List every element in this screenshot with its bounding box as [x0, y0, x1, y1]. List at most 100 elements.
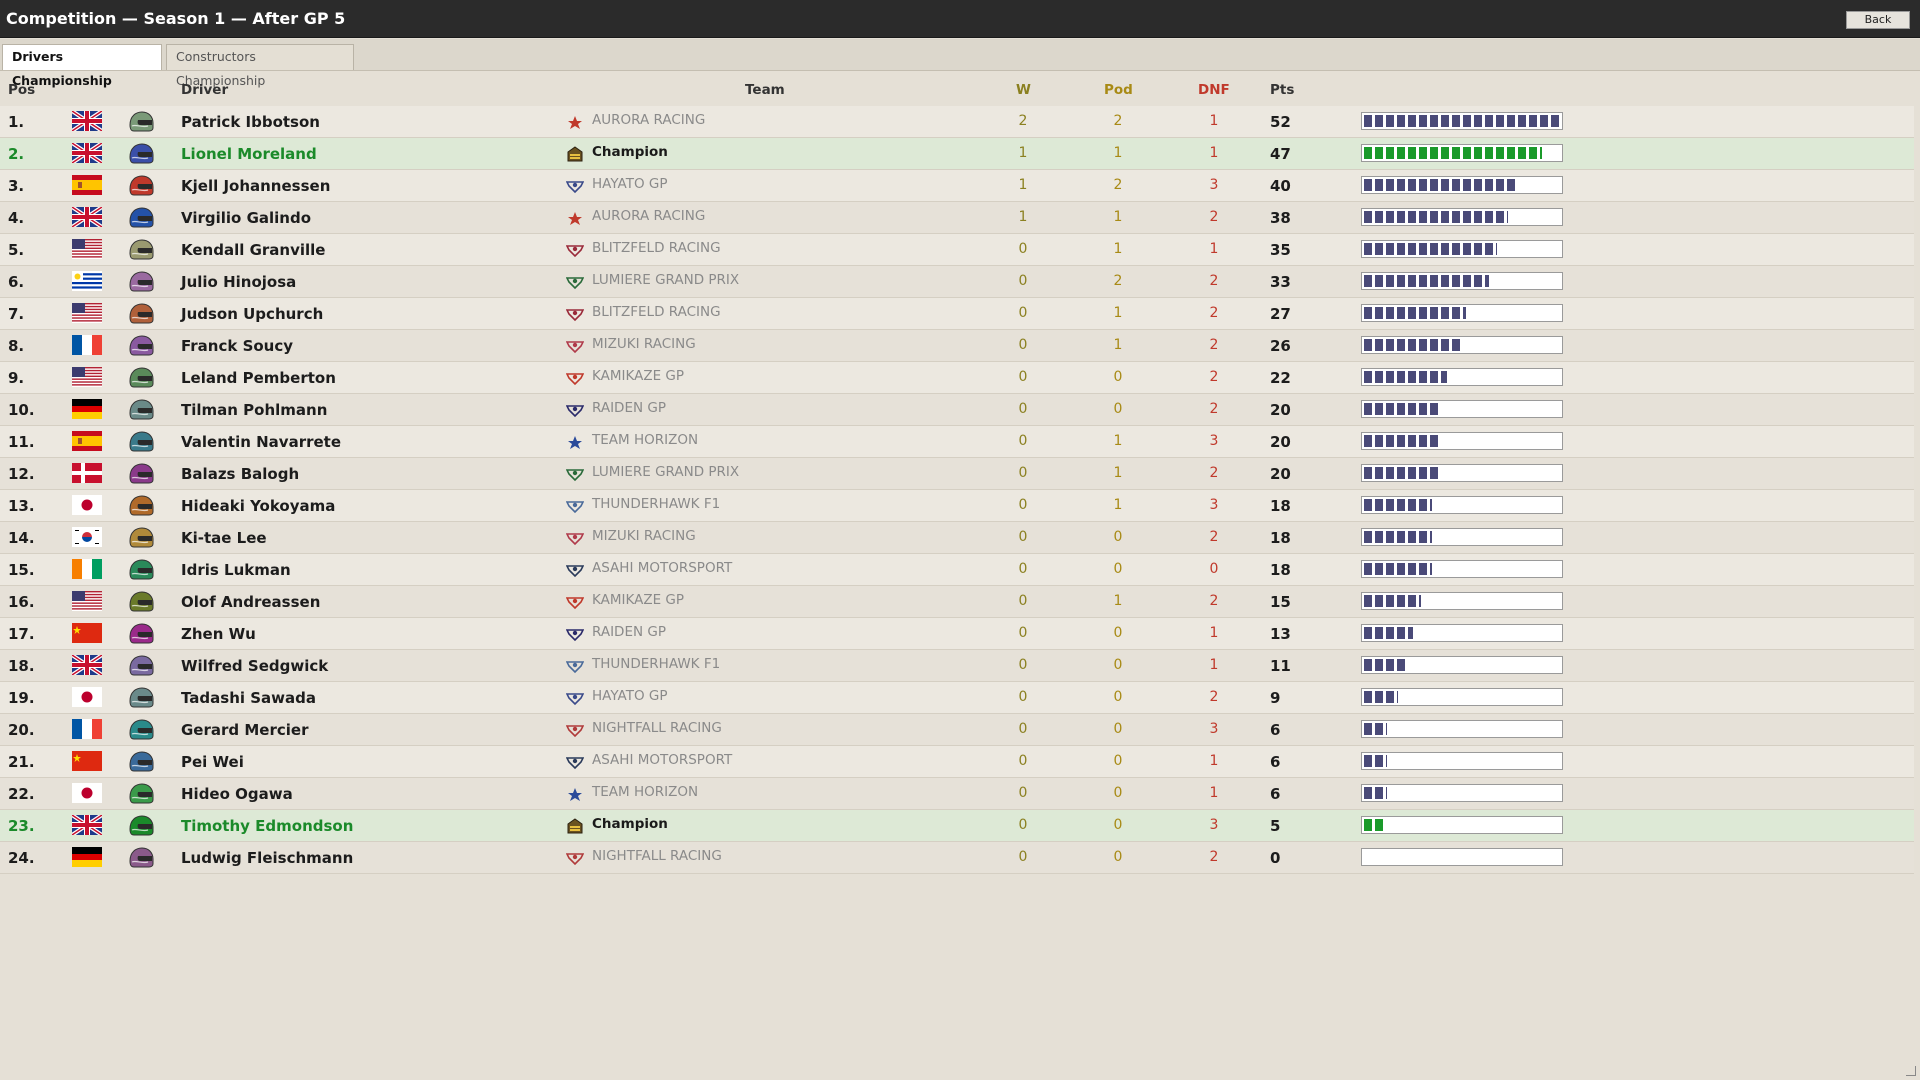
table-row[interactable]: 6. Julio Hinojosa LUMIERE GRAND PRIX 0 2…: [0, 266, 1914, 298]
table-row[interactable]: 20. Gerard Mercier NIGHTFALL RACING 0 0 …: [0, 714, 1914, 746]
driver-name[interactable]: Judson Upchurch: [181, 305, 324, 323]
col-header-wins[interactable]: W: [1016, 82, 1031, 98]
driver-name[interactable]: Tilman Pohlmann: [181, 401, 328, 419]
table-row[interactable]: 13. Hideaki Yokoyama THUNDERHAWK F1 0 1 …: [0, 490, 1914, 522]
driver-name[interactable]: Zhen Wu: [181, 625, 256, 643]
tab-constructors-championship[interactable]: Constructors Championship: [166, 44, 354, 88]
team-name[interactable]: MIZUKI RACING: [592, 528, 696, 544]
team-name[interactable]: ASAHI MOTORSPORT: [592, 752, 733, 768]
driver-name[interactable]: Wilfred Sedgwick: [181, 657, 329, 675]
tab-drivers-championship[interactable]: Drivers Championship: [2, 44, 162, 88]
back-button[interactable]: Back: [1846, 11, 1910, 29]
team-name[interactable]: BLITZFELD RACING: [592, 304, 721, 320]
points-bar-fill: [1364, 403, 1440, 415]
table-row[interactable]: 15. Idris Lukman ASAHI MOTORSPORT 0 0 0 …: [0, 554, 1914, 586]
table-row[interactable]: 23. Timothy Edmondson Champion 0 0 3 5: [0, 810, 1914, 842]
driver-name[interactable]: Kendall Granville: [181, 241, 326, 259]
driver-name[interactable]: Hideo Ogawa: [181, 785, 293, 803]
team-name[interactable]: KAMIKAZE GP: [592, 368, 685, 384]
standings-table: Pos Driver Team W Pod DNF Pts 1. Patrick…: [0, 76, 1914, 874]
driver-name[interactable]: Tadashi Sawada: [181, 689, 317, 707]
team-name[interactable]: LUMIERE GRAND PRIX: [592, 464, 740, 480]
col-header-pos[interactable]: Pos: [8, 82, 36, 98]
table-row[interactable]: 17. Zhen Wu RAIDEN GP 0 0 1 13: [0, 618, 1914, 650]
driver-name[interactable]: Ki-tae Lee: [181, 529, 267, 547]
driver-name[interactable]: Gerard Mercier: [181, 721, 309, 739]
team-name[interactable]: THUNDERHAWK F1: [592, 656, 721, 672]
table-row[interactable]: 11. Valentin Navarrete TEAM HORIZON 0 1 …: [0, 426, 1914, 458]
driver-name[interactable]: Franck Soucy: [181, 337, 294, 355]
team-name[interactable]: Champion: [592, 816, 668, 832]
helmet-icon: [128, 239, 154, 261]
driver-name[interactable]: Lionel Moreland: [181, 145, 317, 163]
table-row[interactable]: 16. Olof Andreassen KAMIKAZE GP 0 1 2 15: [0, 586, 1914, 618]
team-name[interactable]: ASAHI MOTORSPORT: [592, 560, 733, 576]
podiums: 0: [1113, 785, 1123, 801]
flag-uk-icon: [70, 141, 104, 165]
table-row[interactable]: 5. Kendall Granville BLITZFELD RACING 0 …: [0, 234, 1914, 266]
table-row[interactable]: 8. Franck Soucy MIZUKI RACING 0 1 2 26: [0, 330, 1914, 362]
table-row[interactable]: 12. Balazs Balogh LUMIERE GRAND PRIX 0 1…: [0, 458, 1914, 490]
points-bar-fill: [1364, 339, 1463, 351]
helmet-icon: [128, 591, 154, 613]
position: 7.: [8, 305, 25, 323]
table-row[interactable]: 14. Ki-tae Lee MIZUKI RACING 0 0 2 18: [0, 522, 1914, 554]
driver-name[interactable]: Ludwig Fleischmann: [181, 849, 354, 867]
table-row[interactable]: 22. Hideo Ogawa TEAM HORIZON 0 0 1 6: [0, 778, 1914, 810]
driver-name[interactable]: Olof Andreassen: [181, 593, 321, 611]
team-name[interactable]: RAIDEN GP: [592, 624, 666, 640]
team-name[interactable]: LUMIERE GRAND PRIX: [592, 272, 740, 288]
helmet-icon: [128, 335, 154, 357]
team-asahi-icon: [565, 562, 585, 578]
table-row[interactable]: 3. Kjell Johannessen HAYATO GP 1 2 3 40: [0, 170, 1914, 202]
team-name[interactable]: MIZUKI RACING: [592, 336, 696, 352]
team-name[interactable]: THUNDERHAWK F1: [592, 496, 721, 512]
team-name[interactable]: AURORA RACING: [592, 112, 706, 128]
table-row[interactable]: 10. Tilman Pohlmann RAIDEN GP 0 0 2 20: [0, 394, 1914, 426]
table-row[interactable]: 21. Pei Wei ASAHI MOTORSPORT 0 0 1 6: [0, 746, 1914, 778]
driver-name[interactable]: Timothy Edmondson: [181, 817, 354, 835]
dnfs: 2: [1209, 305, 1219, 321]
driver-name[interactable]: Leland Pemberton: [181, 369, 336, 387]
team-name[interactable]: Champion: [592, 144, 668, 160]
col-header-team[interactable]: Team: [745, 82, 785, 98]
driver-name[interactable]: Idris Lukman: [181, 561, 291, 579]
team-name[interactable]: NIGHTFALL RACING: [592, 848, 722, 864]
col-header-dnf[interactable]: DNF: [1198, 82, 1230, 98]
team-name[interactable]: KAMIKAZE GP: [592, 592, 685, 608]
col-header-points[interactable]: Pts: [1270, 82, 1295, 98]
team-name[interactable]: RAIDEN GP: [592, 400, 666, 416]
position: 18.: [8, 657, 35, 675]
team-name[interactable]: TEAM HORIZON: [592, 784, 699, 800]
team-name[interactable]: HAYATO GP: [592, 688, 668, 704]
resize-grip[interactable]: [1906, 1066, 1916, 1076]
window-title: Competition — Season 1 — After GP 5: [6, 9, 346, 28]
table-row[interactable]: 9. Leland Pemberton KAMIKAZE GP 0 0 2 22: [0, 362, 1914, 394]
driver-name[interactable]: Pei Wei: [181, 753, 244, 771]
table-row[interactable]: 2. Lionel Moreland Champion 1 1 1 47: [0, 138, 1914, 170]
table-row[interactable]: 19. Tadashi Sawada HAYATO GP 0 0 2 9: [0, 682, 1914, 714]
col-header-driver[interactable]: Driver: [181, 82, 229, 98]
points-bar-fill: [1364, 627, 1413, 639]
points-bar: [1361, 752, 1563, 770]
driver-name[interactable]: Virgilio Galindo: [181, 209, 312, 227]
team-name[interactable]: BLITZFELD RACING: [592, 240, 721, 256]
table-row[interactable]: 4. Virgilio Galindo AURORA RACING 1 1 2 …: [0, 202, 1914, 234]
team-name[interactable]: HAYATO GP: [592, 176, 668, 192]
driver-name[interactable]: Patrick Ibbotson: [181, 113, 320, 131]
table-row[interactable]: 7. Judson Upchurch BLITZFELD RACING 0 1 …: [0, 298, 1914, 330]
team-name[interactable]: TEAM HORIZON: [592, 432, 699, 448]
driver-name[interactable]: Julio Hinojosa: [181, 273, 297, 291]
points: 20: [1270, 433, 1291, 451]
team-name[interactable]: AURORA RACING: [592, 208, 706, 224]
team-name[interactable]: NIGHTFALL RACING: [592, 720, 722, 736]
table-row[interactable]: 18. Wilfred Sedgwick THUNDERHAWK F1 0 0 …: [0, 650, 1914, 682]
points: 26: [1270, 337, 1291, 355]
driver-name[interactable]: Hideaki Yokoyama: [181, 497, 336, 515]
driver-name[interactable]: Valentin Navarrete: [181, 433, 342, 451]
col-header-podiums[interactable]: Pod: [1104, 82, 1133, 98]
driver-name[interactable]: Kjell Johannessen: [181, 177, 331, 195]
table-row[interactable]: 1. Patrick Ibbotson AURORA RACING 2 2 1 …: [0, 106, 1914, 138]
table-row[interactable]: 24. Ludwig Fleischmann NIGHTFALL RACING …: [0, 842, 1914, 874]
driver-name[interactable]: Balazs Balogh: [181, 465, 300, 483]
